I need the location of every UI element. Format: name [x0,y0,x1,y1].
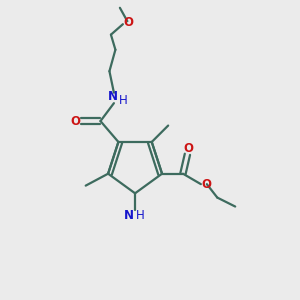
Text: O: O [124,16,134,29]
Text: H: H [136,208,145,222]
Text: O: O [70,115,80,128]
Text: O: O [202,178,212,190]
Text: N: N [124,208,134,222]
Text: N: N [108,90,118,103]
Text: H: H [119,94,128,107]
Text: O: O [183,142,193,155]
